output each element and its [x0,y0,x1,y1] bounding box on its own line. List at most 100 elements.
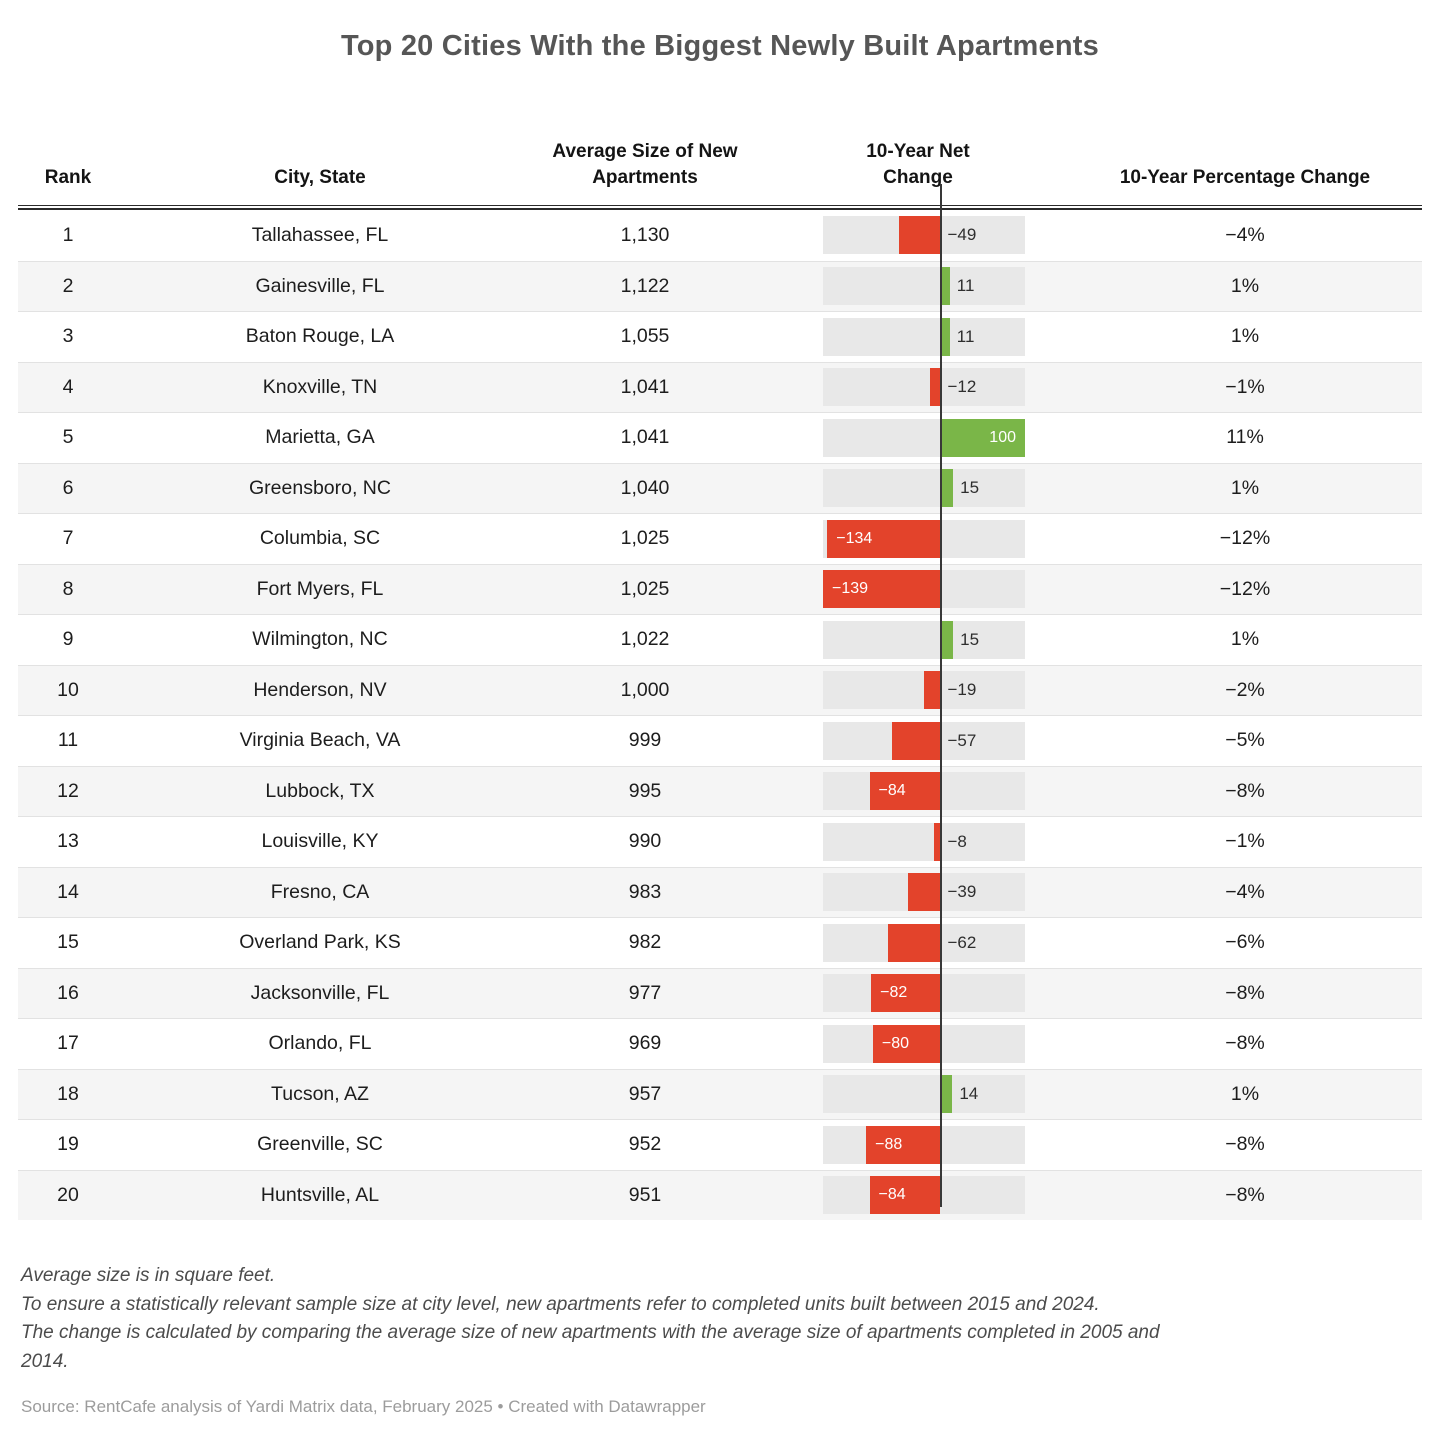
net-change-value: −139 [832,580,869,598]
rank-cell: 2 [62,274,74,297]
negative-bar [869,1176,941,1215]
size-cell: 1,025 [620,527,670,550]
pct-change-cell: −8% [1225,1032,1265,1055]
positive-bar [940,1075,953,1114]
city-cell: Fort Myers, FL [256,577,384,600]
city-cell: Virginia Beach, VA [239,729,401,752]
negative-bar [933,822,941,861]
header-city-state: City, State [274,167,366,189]
net-change-bar-cell: 14 [768,1075,1068,1114]
city-cell: Louisville, KY [261,830,379,853]
net-change-value: −84 [878,782,906,800]
bar-track: −19 [823,671,1025,710]
positive-bar [940,620,954,659]
rank-cell: 7 [62,527,74,550]
net-change-value: −12 [947,377,977,397]
bar-track: 15 [823,620,1025,659]
net-change-bar-cell: 11 [768,317,1068,356]
positive-bar [940,317,950,356]
footnotes: Average size is in square feet. To ensur… [21,1262,1420,1376]
bar-track: 15 [823,469,1025,508]
rank-cell: 3 [62,325,74,348]
net-change-bar-cell: −39 [768,873,1068,912]
city-cell: Huntsville, AL [260,1183,380,1206]
size-cell: 1,040 [620,476,670,499]
positive-bar [940,267,950,306]
size-cell: 1,041 [620,426,670,449]
city-cell: Wilmington, NC [252,628,388,651]
table-row: 7 Columbia, SC 1,025 −134 −12% [18,513,1422,564]
size-cell: 1,122 [620,274,670,297]
net-change-value: −49 [947,225,977,245]
city-cell: Marietta, GA [265,426,375,449]
net-change-bar-cell: 100 [768,418,1068,457]
rank-cell: 19 [57,1133,79,1156]
table-row: 6 Greensboro, NC 1,040 15 1% [18,462,1422,513]
table-row: 8 Fort Myers, FL 1,025 −139 −12% [18,563,1422,614]
table-row: 5 Marietta, GA 1,041 100 11% [18,412,1422,463]
table-body: 1 Tallahassee, FL 1,130 −49 −4% 2 Gainesville,… [18,210,1422,1220]
city-cell: Knoxville, TN [262,375,378,398]
bar-track: 11 [823,317,1025,356]
size-cell: 977 [628,981,662,1004]
header-avg-size: Average Size of New Apartments [552,140,738,189]
net-change-value: −84 [878,1186,906,1204]
page-title: Top 20 Cities With the Biggest Newly Bui… [341,30,1099,62]
size-cell: 951 [628,1183,662,1206]
bar-track: −80 [823,1024,1025,1063]
city-cell: Henderson, NV [253,678,387,701]
source-line: Source: RentCafe analysis of Yardi Matri… [21,1397,706,1416]
city-cell: Tucson, AZ [271,1082,369,1105]
bar-track: −82 [823,974,1025,1013]
net-change-bar-cell: −62 [768,923,1068,962]
negative-bar [872,1024,941,1063]
pct-change-cell: −8% [1225,1133,1265,1156]
rank-cell: 16 [57,981,79,1004]
net-change-value: −82 [880,984,908,1002]
header-net-change: 10-Year Net Change [866,140,970,189]
rank-cell: 18 [57,1082,79,1105]
net-change-bar-cell: −82 [768,974,1068,1013]
size-cell: 1,130 [620,223,670,246]
table-row: 17 Orlando, FL 969 −80 −8% [18,1018,1422,1069]
table-row: 3 Baton Rouge, LA 1,055 11 1% [18,311,1422,362]
rank-cell: 13 [57,830,79,853]
city-cell: Greensboro, NC [249,476,391,499]
net-change-bar-cell: −88 [768,1125,1068,1164]
city-cell: Columbia, SC [259,527,381,550]
bar-track: −12 [823,368,1025,407]
table-row: 4 Knoxville, TN 1,041 −12 −1% [18,361,1422,412]
pct-change-cell: −8% [1225,779,1265,802]
size-cell: 1,022 [620,628,670,651]
bar-track: −139 [823,570,1025,609]
net-change-value: −62 [947,932,977,952]
rank-cell: 11 [57,729,79,752]
header-divider [18,205,1422,210]
table-header-row: Rank City, State Average Size of New Apa… [18,107,1422,205]
bar-track: 100 [823,418,1025,457]
table-row: 13 Louisville, KY 990 −8 −1% [18,816,1422,867]
negative-bar [871,974,941,1013]
pct-change-cell: −5% [1225,729,1265,752]
net-change-bar-cell: −84 [768,1176,1068,1215]
size-cell: 1,025 [620,577,670,600]
net-change-value: −57 [947,730,977,750]
footnote: Average size is in square feet. [21,1265,276,1286]
net-change-value: 11 [956,326,975,346]
size-cell: 982 [628,931,662,954]
pct-change-cell: −8% [1225,981,1265,1004]
net-change-bar-cell: 15 [768,620,1068,659]
table-row: 16 Jacksonville, FL 977 −82 −8% [18,967,1422,1018]
city-cell: Lubbock, TX [265,779,375,802]
size-cell: 995 [628,779,662,802]
pct-change-cell: 1% [1230,476,1260,499]
city-cell: Greenville, SC [257,1133,383,1156]
rank-cell: 5 [62,426,74,449]
table-row: 12 Lubbock, TX 995 −84 −8% [18,765,1422,816]
net-change-bar-cell: −19 [768,671,1068,710]
negative-bar [924,671,941,710]
rank-cell: 15 [57,931,79,954]
bar-track: −57 [823,721,1025,760]
table-row: 2 Gainesville, FL 1,122 11 1% [18,260,1422,311]
table-row: 14 Fresno, CA 983 −39 −4% [18,866,1422,917]
